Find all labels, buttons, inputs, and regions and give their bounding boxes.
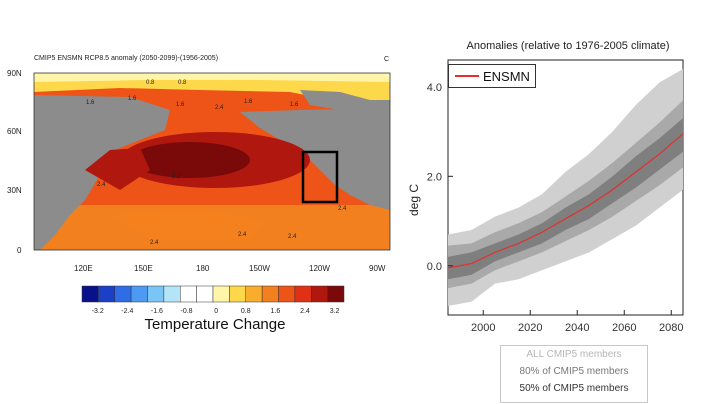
- contour-label: 1.6: [290, 102, 299, 108]
- lat-label: 90N: [7, 69, 22, 78]
- colorbar-tick-label: 0.8: [241, 308, 251, 315]
- x-tick-label: 2020: [518, 322, 542, 334]
- map-frame: [33, 72, 391, 251]
- colorbar-swatch: [294, 285, 312, 303]
- anomaly-map-panel: 0.8 1.6 1.6 1.6 1.6 2.4 1.6 3.2 2.4 2.4 …: [7, 55, 391, 333]
- anomaly-timeseries-chart: Anomalies (relative to 1976-2005 climate…: [407, 40, 684, 334]
- lon-label: 150W: [249, 264, 270, 273]
- colorbar-tick-label: 0: [214, 308, 218, 315]
- colorbar-swatch: [130, 285, 148, 303]
- colorbar-swatch: [196, 285, 214, 303]
- band-legend: ALL CMIP5 members 80% of CMIP5 members 5…: [500, 345, 648, 403]
- lon-label: 120W: [309, 264, 330, 273]
- contour-label: 1.6: [244, 99, 253, 105]
- lat-label: 60N: [7, 127, 22, 136]
- colorbar-swatch: [229, 285, 246, 303]
- colorbar-tick-label: -2.4: [121, 308, 133, 315]
- lon-label: 120E: [74, 264, 93, 273]
- contour-label: 1.6: [176, 102, 185, 108]
- nw-pacific-warm: [85, 148, 150, 190]
- lat-label: 0: [17, 246, 22, 255]
- x-tick-label: 2000: [471, 322, 495, 334]
- y-axis-label: deg C: [407, 184, 421, 216]
- band-legend-all: ALL CMIP5 members: [526, 349, 622, 360]
- x-tick-label: 2080: [659, 322, 683, 334]
- colorbar-swatch: [212, 285, 230, 303]
- north-pacific-core: [130, 142, 250, 178]
- colorbar-tick-label: -0.8: [181, 308, 193, 315]
- central-pacific-patch: [110, 210, 270, 240]
- band-legend-80: 80% of CMIP5 members: [519, 366, 629, 377]
- colorbar-tick-label: -3.2: [92, 308, 104, 315]
- series-legend: ENSMN: [448, 64, 536, 88]
- contour-label: 3.2: [172, 174, 181, 180]
- colorbar-swatch: [311, 285, 328, 303]
- band-legend-50: 50% of CMIP5 members: [519, 383, 629, 394]
- colorbar-tick-label: -1.6: [151, 308, 163, 315]
- colorbar-swatch: [180, 285, 197, 303]
- map-title: CMIP5 ENSMN RCP8.5 anomaly (2050-2099)-(…: [34, 55, 219, 62]
- colorbar-swatch: [163, 285, 181, 303]
- colorbar-swatch: [261, 285, 279, 303]
- arctic-band-light: [34, 73, 390, 82]
- lat-label: 30N: [7, 186, 22, 195]
- colorbar-swatch: [278, 285, 296, 303]
- contour-label: 2.4: [215, 105, 224, 111]
- contour-label: 1.6: [86, 100, 95, 106]
- contour-label: 2.4: [338, 206, 347, 212]
- y-tick-label: 4.0: [427, 82, 442, 94]
- lon-label: 90W: [369, 264, 386, 273]
- contour-label: 0.8: [146, 80, 155, 86]
- colorbar: [81, 285, 345, 303]
- anomaly-map: 0.8 1.6 1.6 1.6 1.6 2.4 1.6 3.2 2.4 2.4 …: [7, 69, 391, 315]
- colorbar-tick-label: 2.4: [300, 308, 310, 315]
- contour-label: 2.4: [238, 232, 247, 238]
- colorbar-swatch: [114, 285, 132, 303]
- chart-title: Anomalies (relative to 1976-2005 climate…: [467, 40, 670, 52]
- band-50-percent: [448, 118, 683, 280]
- contour-label: 1.6: [128, 96, 137, 102]
- contour-label: 2.4: [288, 234, 297, 240]
- y-tick-label: 2.0: [427, 171, 442, 183]
- colorbar-swatch: [327, 285, 345, 303]
- study-region-box: [301, 150, 339, 204]
- asia-land: [34, 95, 170, 250]
- colorbar-swatch: [245, 285, 263, 303]
- x-tick-label: 2040: [565, 322, 589, 334]
- colorbar-title: Temperature Change: [144, 316, 286, 333]
- lon-label: 180: [196, 264, 210, 273]
- colorbar-tick-label: 3.2: [330, 308, 340, 315]
- x-tick-label: 2060: [612, 322, 636, 334]
- colorbar-swatch: [81, 285, 99, 303]
- legend-label-ensmn: ENSMN: [483, 69, 530, 84]
- map-corner-label: C: [384, 56, 390, 63]
- north-america-land: [240, 108, 390, 210]
- colorbar-ticks: -3.2 -2.4 -1.6 -0.8 0 0.8 1.6 2.4 3.2: [92, 308, 340, 315]
- contour-label: 2.4: [97, 182, 106, 188]
- ensmn-line: [447, 133, 684, 269]
- colorbar-tick-label: 1.6: [270, 308, 280, 315]
- lon-label: 150E: [134, 264, 153, 273]
- arctic-land: [300, 90, 390, 110]
- colorbar-swatch: [98, 285, 115, 303]
- y-tick-label: 0.0: [427, 261, 442, 273]
- contour-label: 0.8: [178, 80, 187, 86]
- legend-swatch-ensmn: [455, 75, 479, 77]
- colorbar-swatch: [147, 285, 165, 303]
- contour-label: 2.4: [150, 240, 159, 246]
